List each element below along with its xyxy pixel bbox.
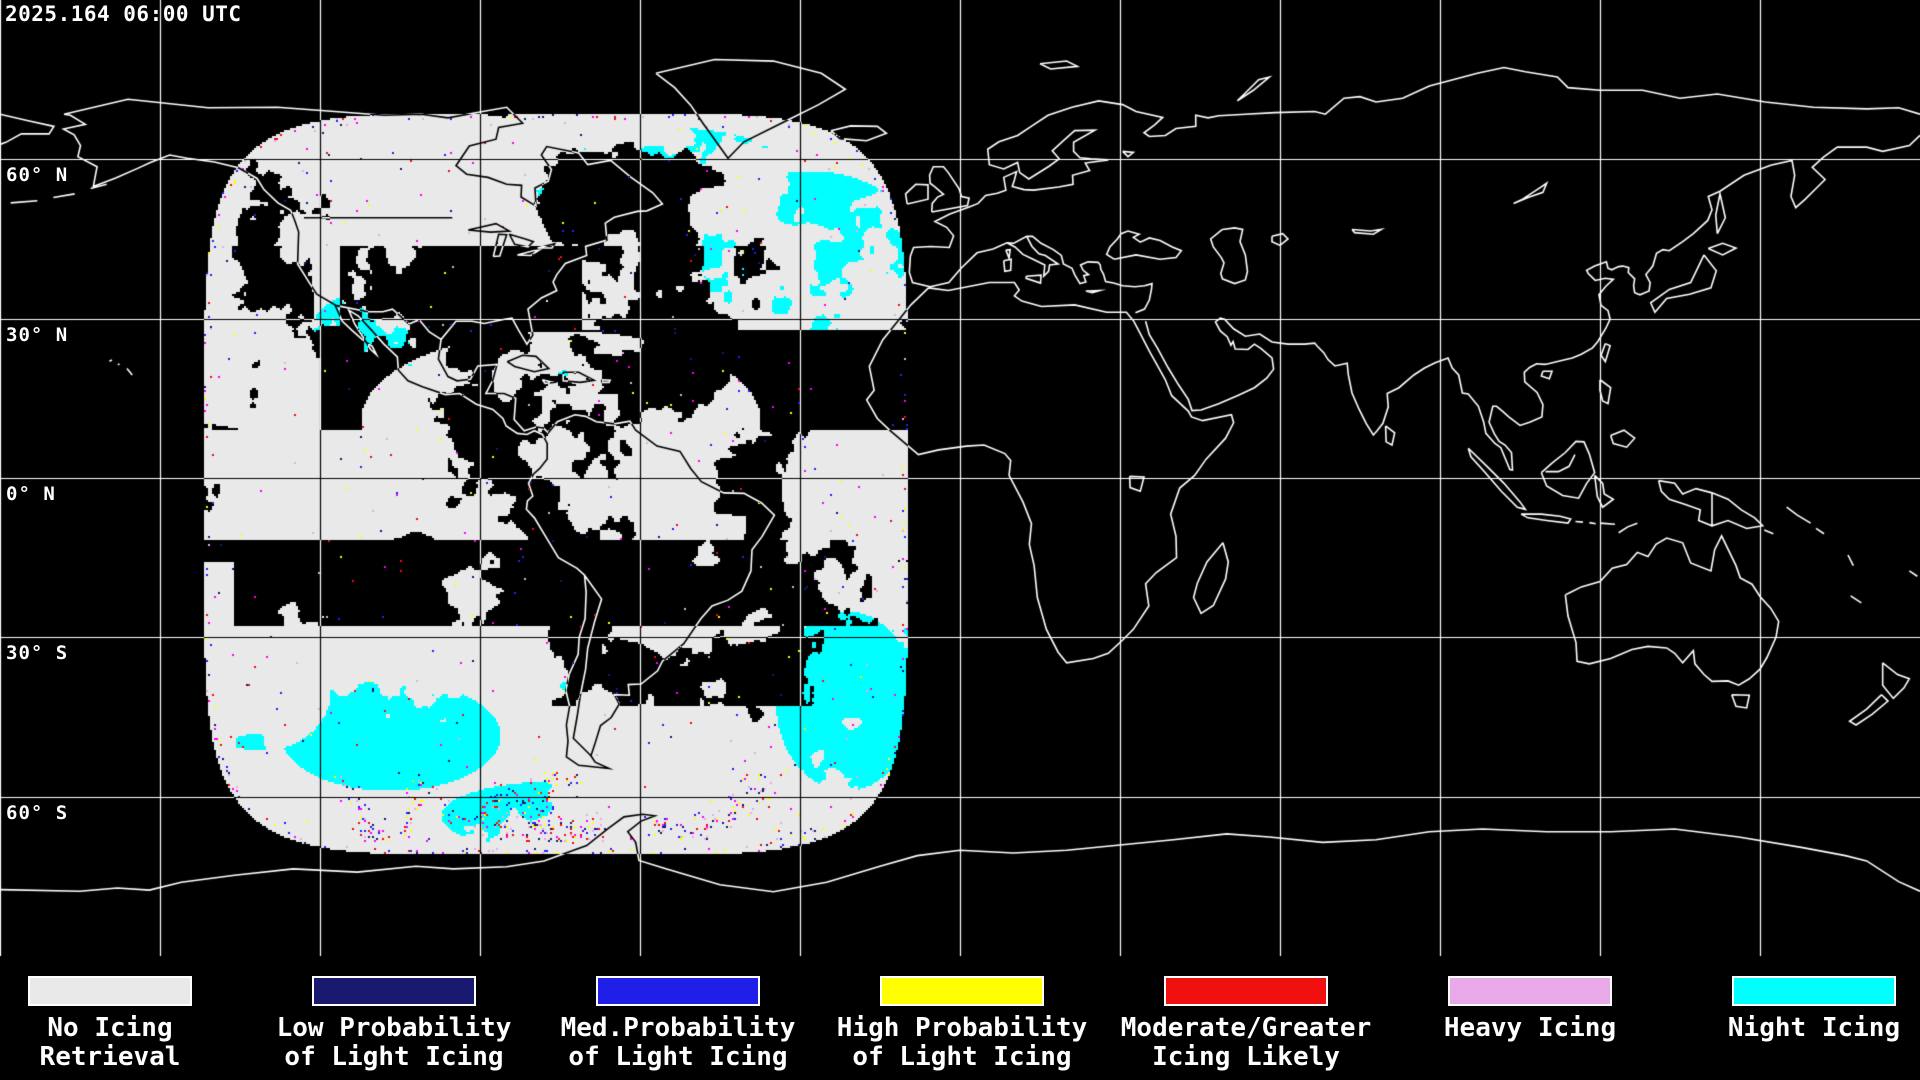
legend-swatch-high-prob-light-icing xyxy=(880,976,1044,1006)
legend-swatch-moderate-greater-icing xyxy=(1164,976,1328,1006)
latitude-label: 60° N xyxy=(6,164,69,187)
latitude-label: 0° N xyxy=(6,482,56,505)
legend-label-line2: of Light Icing xyxy=(852,1042,1072,1072)
legend-swatch-night-icing xyxy=(1732,976,1896,1006)
legend-label-line2: Icing Likely xyxy=(1152,1042,1340,1072)
legend-label-line2: of Light Icing xyxy=(284,1042,504,1072)
legend-label-line1: Low Probability xyxy=(276,1013,512,1043)
legend-label-line1: Heavy Icing xyxy=(1443,1013,1617,1043)
legend-swatch-low-prob-light-icing xyxy=(312,976,476,1006)
legend-item-moderate-greater-icing: Moderate/Greater Icing Likely xyxy=(1104,976,1388,1072)
legend-item-med-prob-light-icing: Med.Probability of Light Icing xyxy=(536,976,820,1072)
legend-label-line1: No Icing xyxy=(47,1013,173,1043)
legend-item-night-icing: Night Icing xyxy=(1672,976,1920,1072)
latitude-label: 30° N xyxy=(6,323,69,346)
legend-item-low-prob-light-icing: Low Probability of Light Icing xyxy=(252,976,536,1072)
legend-label-line2: Retrieval xyxy=(39,1042,181,1072)
legend-swatch-heavy-icing xyxy=(1448,976,1612,1006)
latitude-label: 30° S xyxy=(6,642,69,665)
legend-label-line1: Moderate/Greater xyxy=(1120,1013,1372,1043)
legend-label-line1: High Probability xyxy=(836,1013,1088,1043)
legend-label-line2: of Light Icing xyxy=(568,1042,788,1072)
legend-item-heavy-icing: Heavy Icing xyxy=(1388,976,1672,1072)
legend-swatch-med-prob-light-icing xyxy=(596,976,760,1006)
latitude-label: 60° S xyxy=(6,801,69,824)
legend-item-high-prob-light-icing: High Probability of Light Icing xyxy=(820,976,1104,1072)
legend: No Icing Retrieval Low Probability of Light… xyxy=(0,976,1920,1072)
legend-label-line1: Med.Probability xyxy=(560,1013,796,1043)
legend-item-no-icing-retrieval: No Icing Retrieval xyxy=(0,976,252,1072)
timestamp-label: 2025.164 06:00 UTC xyxy=(5,2,242,26)
legend-label-line1: Night Icing xyxy=(1727,1013,1901,1043)
legend-swatch-no-icing-retrieval xyxy=(28,976,192,1006)
